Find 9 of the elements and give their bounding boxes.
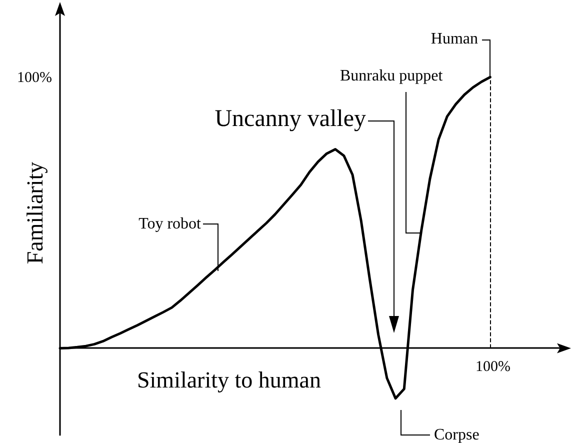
text: Corpse	[434, 426, 480, 443]
annotation: 100%	[476, 359, 510, 375]
annotation: Toy robot	[138, 216, 202, 232]
annotation: Uncanny valley	[214, 106, 366, 132]
y-axis-title: Familiarity	[22, 161, 48, 264]
annotation: Bunraku puppet	[340, 68, 444, 84]
x-axis-title: Similarity to human	[137, 368, 322, 392]
text: 100%	[17, 70, 52, 86]
text: Human	[430, 30, 478, 48]
